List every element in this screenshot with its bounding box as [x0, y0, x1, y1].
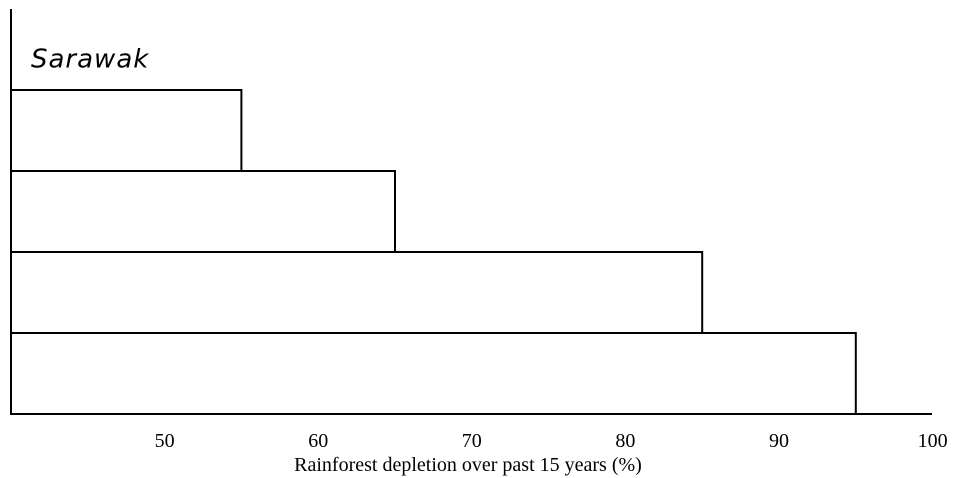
x-axis-title: Rainforest depletion over past 15 years …: [294, 454, 642, 476]
bar-2: [10, 170, 396, 253]
bar-4: [10, 332, 857, 415]
x-tick-label-100: 100: [918, 430, 948, 452]
category-label-0: Sarawak: [31, 44, 149, 74]
x-tick-label-50: 50: [155, 430, 175, 452]
category-labels: Sarawak: [31, 44, 149, 74]
x-tick-labels: 50 60 70 80 90 100: [155, 430, 948, 452]
x-tick-label-70: 70: [462, 430, 482, 452]
x-tick-label-80: 80: [615, 430, 635, 452]
x-tick-label-60: 60: [308, 430, 328, 452]
bars-group: [10, 89, 857, 415]
x-tick-label-90: 90: [769, 430, 789, 452]
bar-3: [10, 251, 704, 334]
bar-1: [10, 89, 243, 172]
